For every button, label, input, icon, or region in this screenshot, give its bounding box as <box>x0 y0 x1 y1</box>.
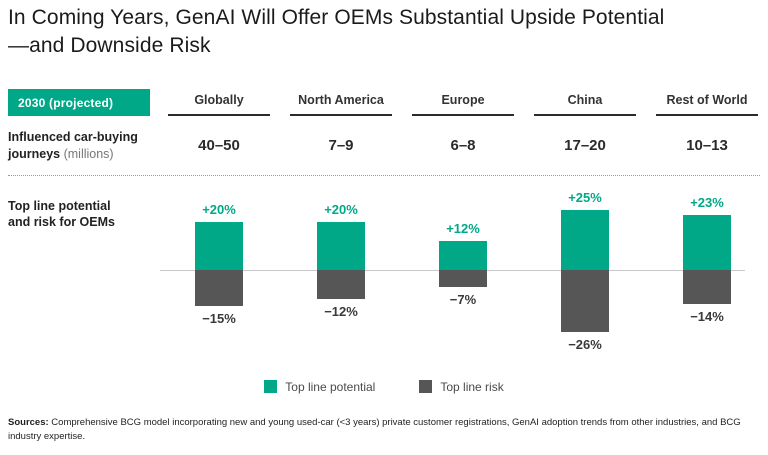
bar-group-europe: +12% −7% <box>402 192 524 354</box>
bar-group-china: +25% −26% <box>524 189 646 354</box>
page-title-line2: —and Downside Risk <box>8 33 211 57</box>
bar-group-rest-of-world: +23% −14% <box>646 192 768 354</box>
potential-bar <box>317 221 365 270</box>
risk-bar <box>561 269 609 333</box>
potential-bar <box>195 221 243 270</box>
journeys-value-north-america: 7–9 <box>328 137 354 155</box>
risk-bar <box>439 269 487 287</box>
bars-section: Top line potential and risk for OEMs +20… <box>0 189 768 354</box>
potential-label: +12% <box>446 221 480 237</box>
journeys-unit: (millions) <box>63 146 114 161</box>
legend-label-potential: Top line potential <box>285 379 376 394</box>
journeys-row-label: Influenced car-buying journeys (millions… <box>8 130 138 161</box>
risk-label: −7% <box>449 291 477 307</box>
potential-bar <box>683 214 731 270</box>
bars-row-label: Top line potential and risk for OEMs <box>8 198 115 230</box>
risk-swatch-icon <box>419 380 433 394</box>
page-title-line1: In Coming Years, GenAI Will Offer OEMs S… <box>8 6 665 29</box>
projection-badge: 2030 (projected) <box>8 89 150 117</box>
risk-bar <box>317 269 365 299</box>
risk-bar <box>195 269 243 306</box>
bar-columns: +20% −15% +20% −12% +12% −7% <box>158 189 768 354</box>
risk-label: −26% <box>568 337 602 353</box>
journeys-value-china: 17–20 <box>564 137 606 155</box>
column-header-row: 2030 (projected) Globally North America … <box>0 89 768 117</box>
journeys-value-rest-of-world: 10–13 <box>686 137 728 155</box>
column-header-north-america: North America <box>280 93 402 117</box>
legend-item-risk: Top line risk <box>419 379 504 394</box>
legend-label-risk: Top line risk <box>440 379 504 394</box>
projection-badge-cell: 2030 (projected) <box>0 89 158 117</box>
risk-label: −15% <box>202 310 236 326</box>
potential-label: +23% <box>690 194 724 210</box>
journeys-value-europe: 6–8 <box>450 137 476 155</box>
dotted-divider <box>8 174 760 176</box>
sources-text: Comprehensive BCG model incorporating ne… <box>8 416 741 442</box>
column-header-china: China <box>524 93 646 117</box>
potential-bar <box>439 241 487 270</box>
column-header-rest-of-world: Rest of World <box>646 93 768 117</box>
legend-item-potential: Top line potential <box>264 380 375 394</box>
sources-label: Sources: <box>8 416 49 428</box>
potential-label: +20% <box>202 201 236 217</box>
potential-label: +20% <box>324 201 358 217</box>
sources-note: Sources: Comprehensive BCG model incorpo… <box>8 416 748 444</box>
potential-label: +25% <box>568 189 602 205</box>
bar-group-north-america: +20% −12% <box>280 192 402 354</box>
risk-label: −14% <box>690 308 724 324</box>
bar-chart: +20% −15% +20% −12% +12% −7% <box>158 189 768 354</box>
risk-label: −12% <box>324 303 358 319</box>
potential-bar <box>561 209 609 270</box>
risk-bar <box>683 269 731 304</box>
legend: Top line potential Top line risk <box>0 380 768 394</box>
column-header-globally: Globally <box>158 93 280 117</box>
journeys-row: Influenced car-buying journeys (millions… <box>0 129 768 162</box>
column-header-europe: Europe <box>402 93 524 117</box>
bar-group-globally: +20% −15% <box>158 192 280 354</box>
journeys-value-globally: 40–50 <box>198 137 240 155</box>
potential-swatch-icon <box>264 380 278 394</box>
page-title: In Coming Years, GenAI Will Offer OEMs S… <box>0 0 768 59</box>
